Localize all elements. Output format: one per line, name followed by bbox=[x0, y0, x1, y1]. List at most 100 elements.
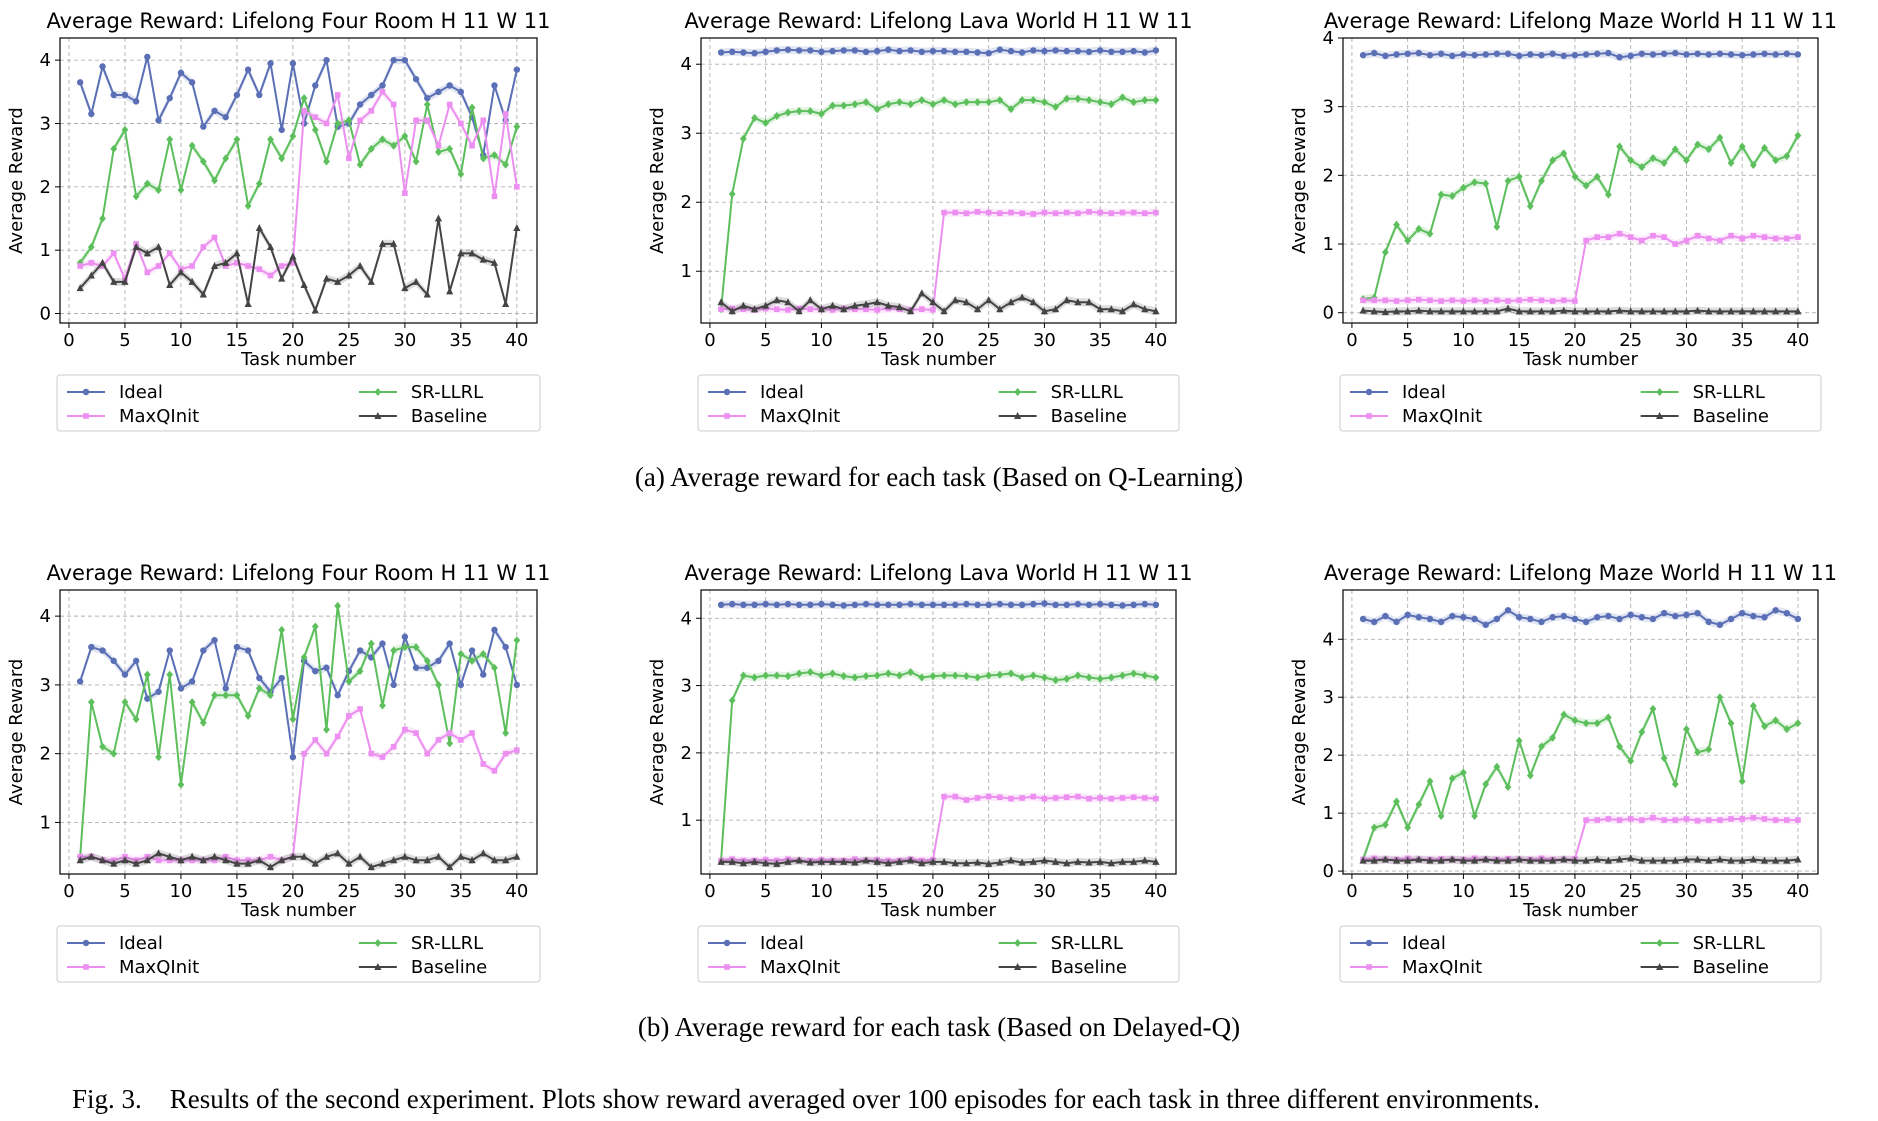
point-maxqinit bbox=[379, 754, 386, 760]
point-baseline bbox=[457, 249, 465, 257]
point-sr-llrl bbox=[479, 649, 487, 658]
point-maxqinit bbox=[189, 857, 195, 864]
point-sr-llrl bbox=[222, 691, 230, 700]
point-sr-llrl bbox=[1582, 181, 1590, 190]
point-baseline bbox=[1783, 307, 1791, 315]
x-tick-label: 20 bbox=[281, 881, 304, 902]
point-sr-llrl bbox=[907, 100, 915, 109]
point-baseline bbox=[907, 307, 915, 315]
x-tick-label: 25 bbox=[977, 330, 1000, 351]
point-sr-llrl bbox=[1074, 671, 1082, 680]
series-line-ideal bbox=[1362, 52, 1798, 59]
point-maxqinit bbox=[1108, 795, 1115, 802]
point-sr-llrl bbox=[1794, 719, 1802, 728]
point-ideal bbox=[1007, 601, 1015, 609]
point-maxqinit bbox=[1130, 209, 1137, 216]
point-ideal bbox=[885, 46, 892, 53]
x-axis-label: Task number bbox=[240, 900, 356, 921]
point-baseline bbox=[188, 277, 196, 285]
legend-marker-ideal bbox=[82, 939, 90, 947]
x-tick-label: 20 bbox=[281, 330, 304, 351]
point-maxqinit bbox=[1627, 234, 1634, 240]
point-sr-llrl bbox=[1471, 812, 1478, 821]
point-baseline bbox=[311, 859, 319, 867]
x-tick-label: 30 bbox=[393, 330, 416, 351]
point-baseline bbox=[873, 298, 881, 306]
y-tick-label: 1 bbox=[40, 812, 51, 833]
point-maxqinit bbox=[1583, 817, 1589, 823]
point-sr-llrl bbox=[143, 179, 151, 188]
point-baseline bbox=[502, 856, 510, 864]
legend-marker-maxqinit bbox=[1366, 413, 1372, 419]
point-sr-llrl bbox=[1107, 673, 1115, 682]
point-sr-llrl bbox=[401, 132, 409, 141]
point-baseline bbox=[266, 863, 275, 871]
x-tick-label: 35 bbox=[1731, 881, 1754, 902]
x-tick-label: 15 bbox=[225, 330, 248, 351]
point-ideal bbox=[401, 633, 409, 640]
point-sr-llrl bbox=[311, 125, 319, 134]
x-tick-label: 5 bbox=[760, 881, 771, 902]
point-ideal bbox=[1761, 50, 1768, 57]
point-baseline bbox=[1392, 856, 1401, 864]
legend-box bbox=[56, 374, 541, 432]
point-maxqinit bbox=[1371, 297, 1378, 304]
point-baseline bbox=[1716, 307, 1724, 315]
point-ideal bbox=[963, 48, 970, 56]
point-sr-llrl bbox=[211, 691, 218, 700]
point-baseline bbox=[1074, 298, 1082, 306]
point-baseline bbox=[1738, 856, 1746, 864]
point-ideal bbox=[1085, 48, 1093, 56]
point-baseline bbox=[1582, 307, 1590, 315]
x-tick-label: 5 bbox=[119, 881, 130, 902]
point-sr-llrl bbox=[962, 98, 970, 107]
point-baseline bbox=[1604, 307, 1612, 315]
point-ideal bbox=[1471, 51, 1478, 59]
point-sr-llrl bbox=[1716, 133, 1724, 142]
point-maxqinit bbox=[77, 263, 83, 269]
point-maxqinit bbox=[200, 244, 207, 250]
point-ideal bbox=[840, 602, 847, 609]
point-ideal bbox=[1096, 600, 1104, 608]
x-axis-label: Task number bbox=[880, 349, 996, 370]
point-ideal bbox=[1660, 609, 1668, 617]
point-ideal bbox=[1052, 47, 1059, 54]
x-tick-label: 10 bbox=[810, 881, 833, 902]
point-maxqinit bbox=[1683, 237, 1690, 244]
point-ideal bbox=[784, 46, 792, 53]
point-ideal bbox=[795, 47, 803, 54]
point-baseline bbox=[479, 849, 487, 857]
point-sr-llrl bbox=[166, 670, 174, 679]
series-line-sr-llrl bbox=[79, 94, 518, 264]
chart-title: Average Reward: Lifelong Four Room H 11 … bbox=[46, 561, 550, 585]
point-sr-llrl bbox=[311, 622, 319, 631]
legend-marker-sr-llrl bbox=[374, 939, 382, 947]
point-maxqinit bbox=[785, 307, 791, 313]
point-sr-llrl bbox=[840, 672, 848, 681]
point-maxqinit bbox=[1153, 795, 1159, 802]
point-ideal bbox=[1794, 51, 1802, 58]
x-tick-label: 0 bbox=[63, 330, 74, 351]
point-baseline bbox=[513, 224, 521, 231]
legend-label-ideal: Ideal bbox=[119, 382, 163, 403]
point-baseline bbox=[1738, 307, 1746, 315]
point-sr-llrl bbox=[211, 176, 218, 185]
point-sr-llrl bbox=[818, 671, 825, 680]
point-ideal bbox=[177, 685, 185, 692]
point-maxqinit bbox=[1795, 817, 1801, 823]
point-baseline bbox=[390, 239, 398, 247]
point-sr-llrl bbox=[784, 108, 792, 117]
point-ideal bbox=[1030, 47, 1037, 54]
point-maxqinit bbox=[963, 210, 970, 217]
point-maxqinit bbox=[1661, 234, 1667, 240]
point-baseline bbox=[1118, 307, 1127, 315]
point-sr-llrl bbox=[1515, 172, 1523, 181]
point-sr-llrl bbox=[1370, 823, 1378, 832]
point-sr-llrl bbox=[739, 134, 747, 143]
x-tick-label: 15 bbox=[866, 881, 889, 902]
point-baseline bbox=[121, 856, 129, 864]
point-ideal bbox=[1482, 621, 1489, 628]
point-baseline bbox=[1526, 307, 1534, 315]
point-sr-llrl bbox=[1538, 176, 1545, 185]
point-maxqinit bbox=[985, 793, 992, 800]
